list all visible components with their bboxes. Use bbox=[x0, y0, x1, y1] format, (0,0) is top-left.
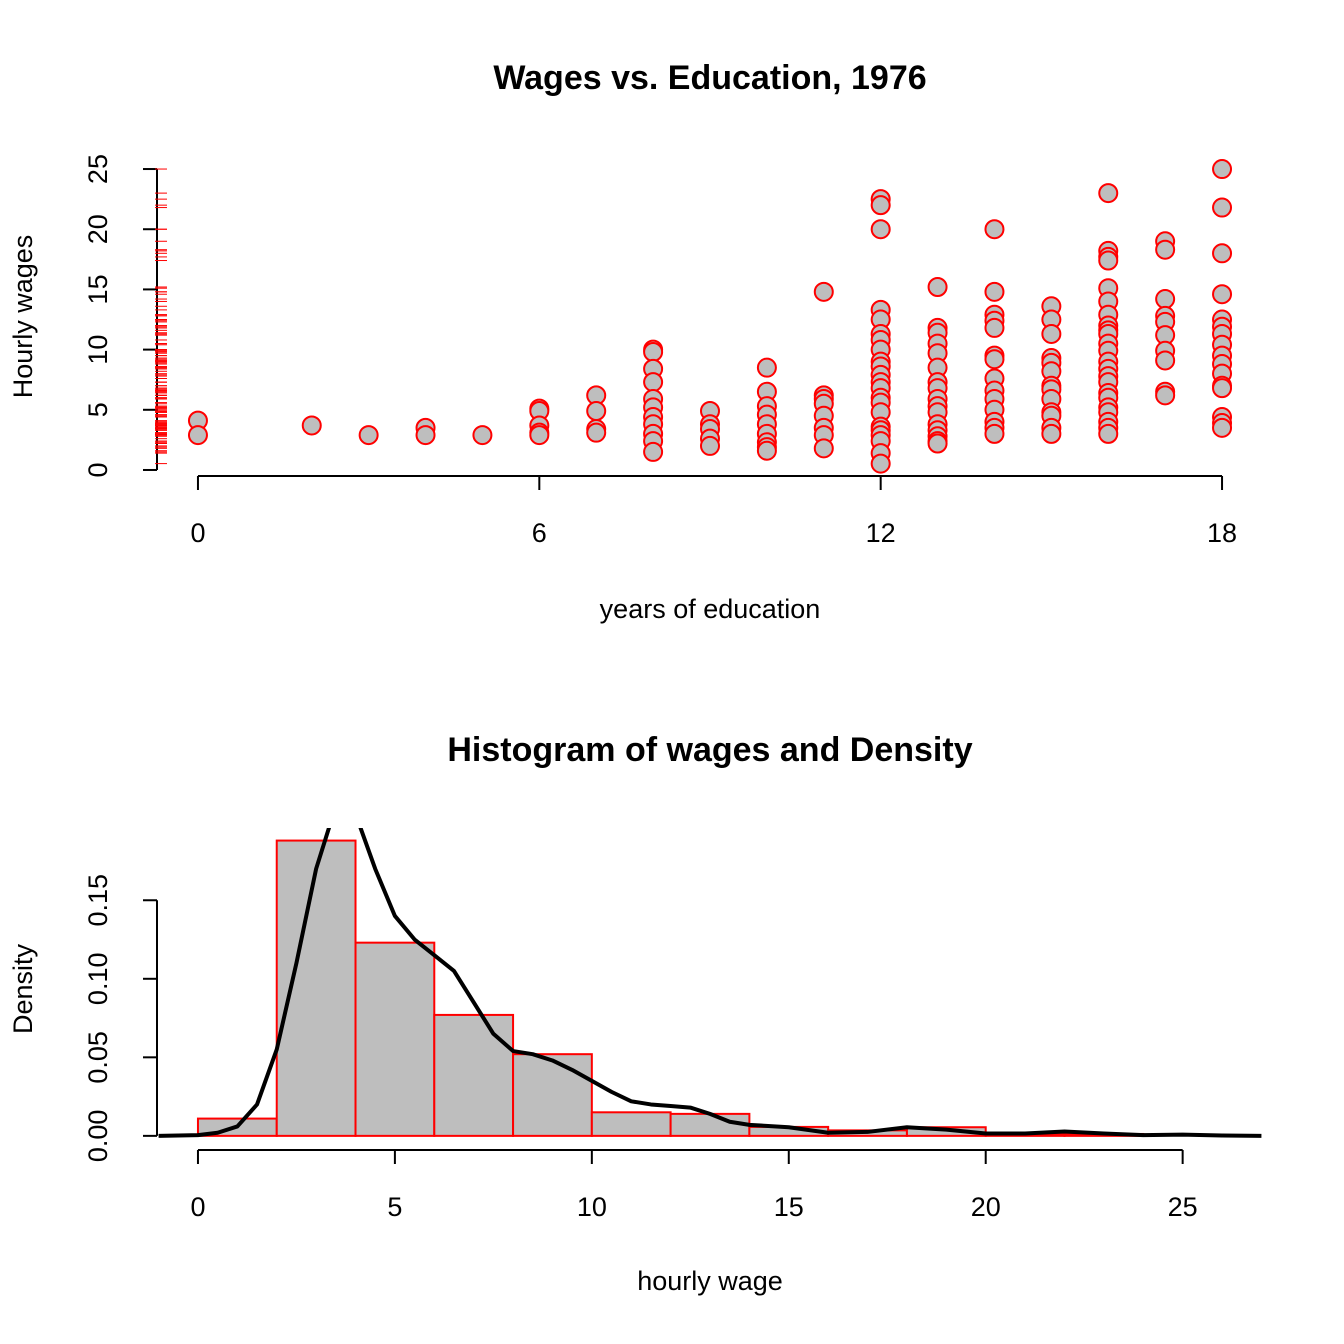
point bbox=[984, 281, 1005, 302]
point bbox=[643, 441, 664, 462]
point bbox=[984, 219, 1005, 240]
point bbox=[813, 438, 834, 459]
chart-title: Histogram of wages and Density bbox=[447, 731, 972, 769]
point bbox=[1212, 284, 1233, 305]
point bbox=[529, 425, 550, 446]
point bbox=[1041, 323, 1062, 344]
histogram-bar bbox=[275, 839, 357, 1137]
point bbox=[927, 277, 948, 298]
point bbox=[1212, 417, 1233, 438]
point bbox=[301, 415, 322, 436]
point bbox=[870, 453, 891, 474]
x-tick-label: 6 bbox=[532, 518, 547, 548]
point bbox=[1212, 197, 1233, 218]
point bbox=[756, 440, 777, 461]
point bbox=[1212, 378, 1233, 399]
point bbox=[643, 372, 664, 393]
y-tick-label: 0.05 bbox=[83, 1031, 113, 1084]
y-tick-label: 0.00 bbox=[83, 1110, 113, 1163]
x-tick-label: 25 bbox=[1168, 1192, 1198, 1222]
density-line bbox=[158, 828, 1262, 1138]
point bbox=[586, 400, 607, 421]
y-tick-label: 10 bbox=[83, 335, 113, 365]
point bbox=[1098, 250, 1119, 271]
histogram-bar bbox=[354, 941, 436, 1137]
point bbox=[187, 425, 208, 446]
y-tick-label: 5 bbox=[83, 402, 113, 417]
point bbox=[870, 219, 891, 240]
y-axis-label: Hourly wages bbox=[8, 235, 38, 399]
point bbox=[643, 342, 664, 363]
y-tick-label: 25 bbox=[83, 154, 113, 184]
x-tick-label: 10 bbox=[577, 1192, 607, 1222]
x-tick-label: 18 bbox=[1207, 518, 1237, 548]
chart-title: Wages vs. Education, 1976 bbox=[493, 59, 926, 97]
point bbox=[1212, 159, 1233, 180]
y-tick-label: 15 bbox=[83, 274, 113, 304]
point bbox=[984, 317, 1005, 338]
y-axis-label: Density bbox=[8, 943, 38, 1034]
y-tick-label: 0.15 bbox=[83, 874, 113, 927]
point bbox=[1041, 423, 1062, 444]
y-tick-label: 0.10 bbox=[83, 953, 113, 1006]
x-tick-label: 12 bbox=[866, 518, 896, 548]
point bbox=[1212, 243, 1233, 264]
x-axis-label: hourly wage bbox=[637, 1266, 783, 1296]
point bbox=[1155, 239, 1176, 260]
x-tick-label: 20 bbox=[971, 1192, 1001, 1222]
point bbox=[700, 435, 720, 456]
x-tick-label: 5 bbox=[387, 1192, 402, 1222]
point bbox=[1098, 183, 1119, 204]
point bbox=[984, 349, 1005, 370]
histogram-bar bbox=[512, 1053, 593, 1137]
point bbox=[870, 195, 891, 216]
x-tick-label: 15 bbox=[774, 1192, 804, 1222]
point bbox=[756, 357, 777, 378]
point bbox=[1098, 423, 1119, 444]
point bbox=[984, 423, 1005, 444]
y-tick-label: 0 bbox=[83, 462, 113, 477]
point bbox=[472, 425, 493, 446]
point bbox=[415, 425, 436, 446]
histogram-bar bbox=[433, 1013, 515, 1137]
y-tick-label: 20 bbox=[83, 214, 113, 244]
x-axis-label: years of education bbox=[600, 594, 821, 624]
x-tick-label: 0 bbox=[190, 1192, 205, 1222]
histogram-bar bbox=[590, 1111, 672, 1137]
point bbox=[586, 422, 607, 443]
point bbox=[927, 433, 948, 454]
density-group bbox=[158, 828, 1262, 1138]
point bbox=[1155, 289, 1176, 310]
point bbox=[813, 281, 834, 302]
point bbox=[1155, 350, 1176, 371]
point bbox=[1155, 385, 1176, 406]
x-tick-label: 0 bbox=[190, 518, 205, 548]
point bbox=[358, 425, 379, 446]
